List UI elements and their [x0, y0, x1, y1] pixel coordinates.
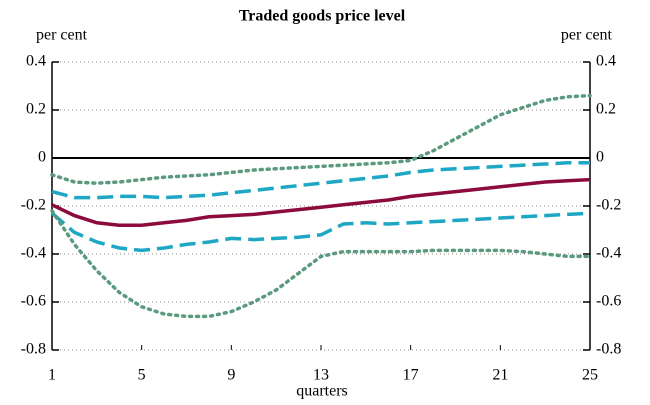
- x-tick-label: 17: [403, 367, 419, 384]
- y2-tick-label: -0.4: [596, 245, 621, 262]
- x-tick-label: 13: [313, 367, 329, 384]
- y2-tick-label: -0.8: [596, 341, 621, 358]
- y-tick-label: 0.2: [26, 101, 46, 118]
- series-line: [50, 209, 592, 319]
- x-tick-label: 21: [492, 367, 508, 384]
- y2-tick-label: 0.4: [596, 53, 616, 70]
- y-tick-label: -0.8: [21, 341, 46, 358]
- x-tick-label: 25: [582, 367, 598, 384]
- y-tick-label: -0.4: [21, 245, 46, 262]
- y2-tick-label: -0.6: [596, 293, 621, 310]
- series-line: [51, 177, 591, 227]
- x-tick-label: 5: [138, 367, 146, 384]
- series-line: [51, 161, 590, 200]
- y-tick-label: 0.4: [26, 53, 46, 70]
- y-unit-label: per cent: [36, 27, 88, 44]
- x-axis-label: quarters: [296, 383, 348, 400]
- y2-tick-label: 0: [596, 149, 604, 166]
- x-tick-label: 1: [48, 367, 56, 384]
- y-tick-label: -0.2: [21, 197, 46, 214]
- y2-unit-label: per cent: [561, 27, 613, 44]
- y-tick-label: 0: [38, 149, 46, 166]
- series-line: [50, 93, 592, 185]
- series-line: [50, 211, 591, 253]
- y2-tick-label: 0.2: [596, 101, 616, 118]
- y2-tick-label: -0.2: [596, 197, 621, 214]
- y-tick-label: -0.6: [21, 293, 46, 310]
- chart-title: Traded goods price level: [239, 8, 406, 25]
- x-tick-label: 9: [227, 367, 235, 384]
